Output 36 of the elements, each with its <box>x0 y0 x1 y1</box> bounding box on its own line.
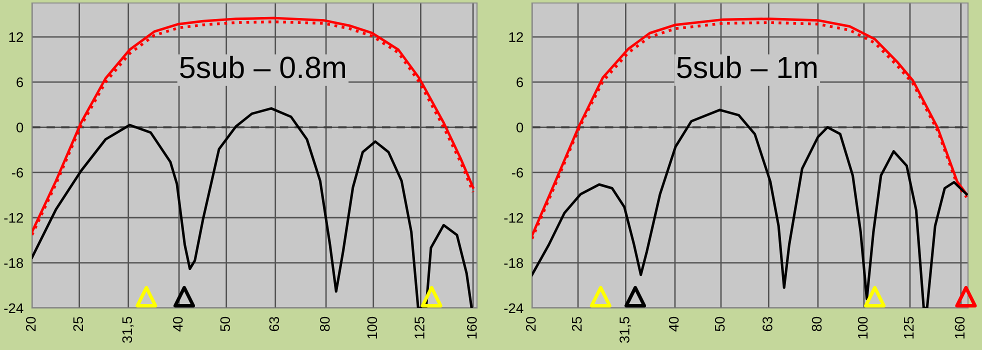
y-tick-label: -12 <box>504 212 523 223</box>
y-tick-label: 6 <box>16 77 24 88</box>
y-tick-label: 0 <box>16 122 24 132</box>
x-tick-label: 25 <box>73 316 84 332</box>
y-tick-label: -6 <box>12 168 24 178</box>
y-tick-label: -24 <box>4 303 24 314</box>
x-tick-label: 80 <box>320 316 330 332</box>
y-tick-label: -24 <box>504 303 524 314</box>
y-tick-label: 6 <box>516 77 524 88</box>
y-tick-label: 0 <box>516 122 524 132</box>
x-tick-label: 125 <box>904 316 914 338</box>
x-tick-label: 31,5 <box>620 316 632 343</box>
x-tick-label: 63 <box>762 316 772 332</box>
x-tick-label: 100 <box>858 316 868 338</box>
y-tick-label: 12 <box>9 32 23 42</box>
x-tick-label: 100 <box>367 316 378 338</box>
y-tick-label: -18 <box>504 258 524 268</box>
x-tick-label: 50 <box>714 316 725 332</box>
x-tick-label: 160 <box>954 316 965 338</box>
y-tick-label: -6 <box>512 168 524 178</box>
x-tick-label: 160 <box>466 316 477 338</box>
x-tick-label: 40 <box>172 316 183 332</box>
text: 5sub – 0.8m <box>180 56 345 78</box>
y-tick-label: -12 <box>4 212 23 223</box>
x-tick-label: 31,5 <box>122 316 134 343</box>
y-tick-label: -18 <box>4 258 24 268</box>
x-tick-label: 20 <box>26 316 36 332</box>
x-tick-label: 125 <box>414 316 424 338</box>
x-tick-label: 80 <box>812 316 822 332</box>
x-tick-label: 25 <box>572 316 582 332</box>
x-tick-label: 50 <box>220 316 230 332</box>
x-tick-label: 20 <box>526 316 536 332</box>
y-tick-label: 12 <box>509 32 523 42</box>
text: 5sub – 1m <box>677 56 817 78</box>
x-tick-label: 40 <box>668 316 679 332</box>
x-tick-label: 63 <box>269 316 280 332</box>
